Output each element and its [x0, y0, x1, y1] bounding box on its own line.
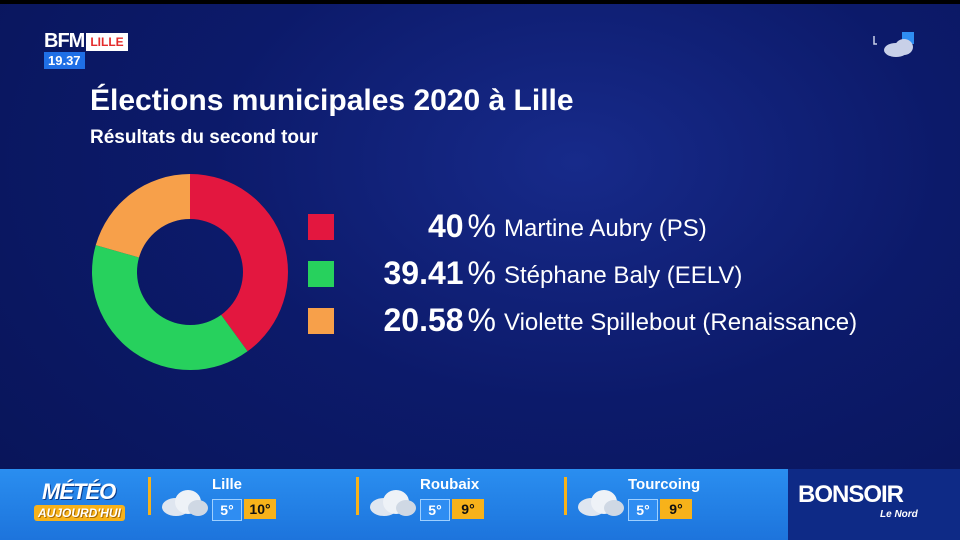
channel-logo: BFM LILLE	[44, 30, 128, 52]
temp-min: 5°	[420, 499, 450, 521]
program-badge: BONSOIR Le Nord	[788, 469, 960, 540]
donut-slice-2	[92, 245, 248, 370]
legend-label: Violette Spillebout (Renaissance)	[504, 309, 858, 336]
donut-slice-3	[95, 174, 190, 258]
legend-swatch	[308, 214, 334, 240]
channel-city: LILLE	[86, 33, 128, 51]
weather-badge: MÉTÉO AUJOURD'HUI	[28, 479, 125, 531]
donut-slice-1	[190, 174, 288, 352]
city-name: Lille	[212, 476, 243, 493]
legend-item: 20.58% Violette Spillebout (Renaissance)	[308, 300, 908, 347]
divider	[148, 477, 151, 515]
donut-chart	[92, 174, 288, 370]
percent-unit: %	[467, 255, 496, 291]
weather-ticker: MÉTÉO AUJOURD'HUI Lille 5° 10° Roubaix 5…	[0, 469, 960, 540]
cloud-icon	[578, 490, 624, 516]
city-name: Roubaix	[420, 476, 480, 493]
legend-percent: 40%	[348, 208, 496, 245]
percent-unit: %	[467, 208, 496, 244]
percent-unit: %	[467, 302, 496, 338]
percent-value: 40	[427, 208, 464, 244]
legend-swatch	[308, 261, 334, 287]
temp-max: 10°	[244, 499, 276, 519]
channel-name: BFM	[44, 30, 85, 52]
percent-value: 39.41	[383, 255, 464, 291]
temp-max: 9°	[660, 499, 692, 519]
page-title: Élections municipales 2020 à Lille	[90, 84, 574, 117]
legend-label: Stéphane Baly (EELV)	[504, 262, 743, 289]
program-title: BONSOIR	[798, 481, 904, 508]
cloud-icon	[162, 490, 208, 516]
divider	[564, 477, 567, 515]
temp-min: 5°	[212, 499, 242, 521]
legend-percent: 39.41%	[348, 255, 496, 292]
weather-city: Tourcoing 5° 9°	[574, 473, 774, 533]
program-subtitle: Le Nord	[880, 509, 918, 520]
weather-title: MÉTÉO	[42, 479, 116, 504]
cloud-icon	[370, 490, 416, 516]
legend-item: 40% Martine Aubry (PS)	[308, 206, 908, 253]
weather-subtitle: AUJOURD'HUI	[34, 505, 125, 521]
temp-min: 5°	[628, 499, 658, 521]
top-bar	[0, 0, 960, 4]
city-name: Tourcoing	[628, 476, 701, 493]
legend-label: Martine Aubry (PS)	[504, 215, 707, 242]
weather-city: Lille 5° 10°	[158, 473, 358, 533]
live-signal-icon	[873, 32, 914, 57]
temp-max: 9°	[452, 499, 484, 519]
clock: 19.37	[44, 52, 85, 69]
weather-city: Roubaix 5° 9°	[366, 473, 566, 533]
percent-value: 20.58	[383, 302, 464, 338]
legend-item: 39.41% Stéphane Baly (EELV)	[308, 253, 908, 300]
divider	[356, 477, 359, 515]
chart-legend: 40% Martine Aubry (PS) 39.41% Stéphane B…	[308, 206, 908, 347]
legend-swatch	[308, 308, 334, 334]
legend-percent: 20.58%	[348, 302, 496, 339]
page-subtitle: Résultats du second tour	[90, 127, 319, 148]
